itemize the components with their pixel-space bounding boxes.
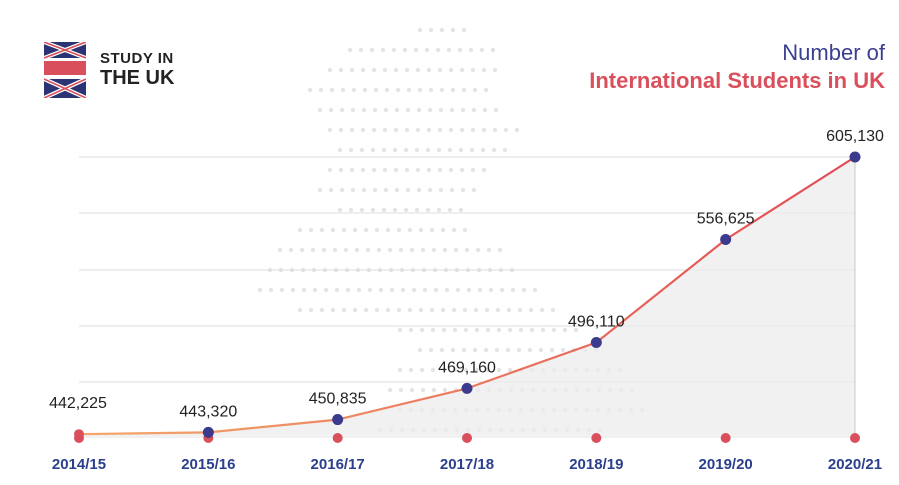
logo-line-2: THE UK — [100, 67, 175, 90]
data-point — [849, 151, 861, 163]
uk-map-backdrop — [257, 27, 645, 433]
data-point — [461, 382, 473, 394]
data-label: 450,835 — [309, 391, 367, 408]
title-line-1: Number of — [782, 40, 885, 65]
chart-title: Number of International Students in UK — [589, 40, 885, 94]
title-line-2: International Students in UK — [589, 68, 885, 93]
data-point — [202, 426, 214, 438]
x-axis-dot — [591, 433, 602, 443]
data-point — [720, 234, 732, 246]
data-label: 556,625 — [697, 211, 755, 228]
x-tick-label: 2015/16 — [181, 456, 235, 473]
x-tick-label: 2018/19 — [569, 456, 623, 473]
data-label: 496,110 — [568, 314, 625, 331]
x-axis-dot — [462, 433, 472, 443]
data-point — [74, 429, 84, 440]
study-in-uk-logo: STUDY IN THE UK — [44, 42, 174, 98]
x-axis-dot — [720, 433, 731, 443]
data-point — [590, 337, 602, 349]
data-label: 443,320 — [179, 403, 237, 420]
uk-flag-icon — [44, 42, 86, 98]
x-tick-label: 2019/20 — [699, 456, 753, 473]
data-point — [332, 414, 344, 426]
x-axis-dot — [332, 433, 343, 443]
x-tick-label: 2014/15 — [52, 456, 106, 473]
data-label: 469,160 — [438, 359, 496, 376]
data-label: 442,225 — [49, 395, 107, 412]
x-tick-label: 2017/18 — [440, 456, 494, 473]
x-tick-label: 2020/21 — [828, 456, 882, 473]
x-tick-label: 2016/17 — [311, 456, 365, 473]
logo-line-1: STUDY IN — [100, 49, 174, 67]
x-axis-dot — [850, 433, 860, 443]
data-label: 605,130 — [826, 128, 884, 145]
area-fill — [79, 157, 855, 438]
